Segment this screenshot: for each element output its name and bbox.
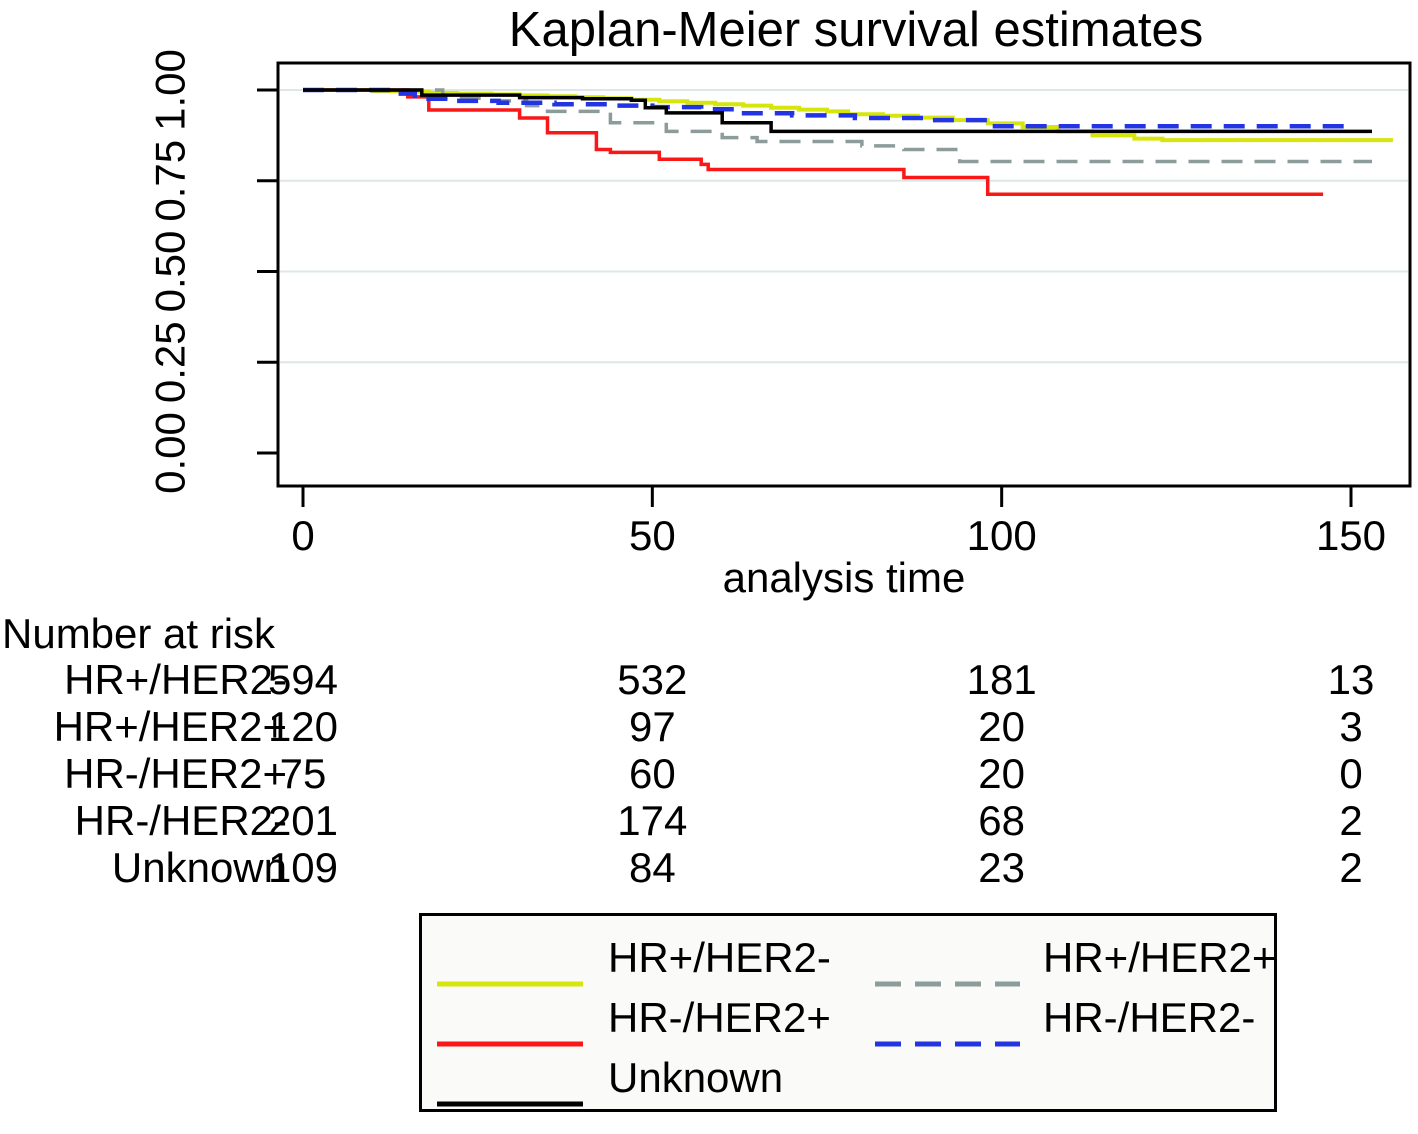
risk-row-label: Unknown: [111, 844, 287, 891]
legend-label: HR+/HER2-: [608, 934, 831, 981]
risk-value: 532: [617, 656, 688, 703]
risk-row-HR-/HER2+: HR-/HER2+ 75 60 20 0: [0, 750, 1418, 797]
x-tick-label: 0: [291, 512, 314, 559]
risk-row-label: HR+/HER2-: [64, 656, 287, 703]
y-tick-label: 0.25: [147, 321, 194, 403]
risk-value: 174: [617, 797, 688, 844]
legend-line-sample: [437, 1014, 583, 1074]
x-tick-label: 150: [1316, 512, 1386, 559]
risk-value: 201: [267, 797, 339, 844]
risk-row-label: HR+/HER2+: [53, 703, 287, 750]
legend-label: HR-/HER2-: [1043, 994, 1256, 1041]
risk-row-label: HR-/HER2-: [74, 797, 287, 844]
legend-box: HR+/HER2- HR+/HER2+ HR-/HER2+ HR-/HER2- Unkn…: [419, 913, 1277, 1112]
plot-border: [276, 61, 1412, 488]
x-tick-label: 50: [629, 512, 676, 559]
risk-value: 20: [978, 750, 1026, 797]
legend-item-Unknown: Unknown: [422, 1048, 1277, 1108]
y-tick-label: 0.75: [147, 140, 194, 222]
risk-value: 594: [267, 656, 339, 703]
legend-item-HR+/HER2+: HR+/HER2+: [422, 928, 1277, 988]
risk-value: 2: [1339, 844, 1363, 891]
risk-row-HR+/HER2+: HR+/HER2+ 120 97 20 3: [0, 703, 1418, 750]
risk-row-label: HR-/HER2+: [64, 750, 287, 797]
legend-line-sample: [437, 1074, 583, 1134]
y-tick-label: 0.00: [147, 412, 194, 494]
legend-line-sample: [875, 1014, 1020, 1074]
legend-item-HR-/HER2+: HR-/HER2+: [422, 988, 1277, 1048]
survival-plot: 0.00 0.25 0.50 0.75 1.00 0 50 100 150 analysis ti…: [147, 49, 1412, 601]
risk-value: 84: [628, 844, 676, 891]
risk-table-header: Number at risk: [2, 610, 276, 657]
legend-label: Unknown: [608, 1054, 784, 1101]
risk-value: 20: [978, 703, 1026, 750]
x-axis-label: analysis time: [723, 554, 966, 601]
risk-value: 13: [1327, 656, 1375, 703]
series-line-Unknown: [303, 88, 1372, 134]
series-line-HR+/HER2+: [303, 88, 1372, 164]
risk-value: 2: [1339, 797, 1363, 844]
risk-value: 68: [978, 797, 1026, 844]
legend-line-sample: [437, 954, 583, 1014]
risk-value: 3: [1339, 703, 1363, 750]
y-tick-label: 1.00: [147, 49, 194, 131]
legend-line-sample: [875, 954, 1020, 1014]
risk-value: 0: [1339, 750, 1363, 797]
legend-item-HR+/HER2-: HR+/HER2-: [422, 928, 1277, 988]
risk-row-HR+/HER2-: HR+/HER2- 594 532 181 13: [0, 656, 1418, 703]
risk-value: 181: [966, 656, 1037, 703]
legend-item-HR-/HER2-: HR-/HER2-: [422, 988, 1277, 1048]
risk-value: 75: [279, 750, 327, 797]
series-line-HR-/HER2+: [303, 88, 1324, 196]
risk-value: 23: [978, 844, 1026, 891]
risk-row-Unknown: Unknown 109 84 23 2: [0, 844, 1418, 891]
legend-label: HR-/HER2+: [608, 994, 831, 1041]
risk-value: 120: [267, 703, 339, 750]
legend-label: HR+/HER2+: [1043, 934, 1277, 981]
risk-value: 109: [267, 844, 339, 891]
risk-value: 97: [628, 703, 676, 750]
chart-title: Kaplan-Meier survival estimates: [508, 3, 1204, 57]
risk-value: 60: [628, 750, 676, 797]
x-tick-label: 100: [967, 512, 1037, 559]
risk-row-HR-/HER2-: HR-/HER2- 201 174 68 2: [0, 797, 1418, 844]
y-tick-label: 0.50: [147, 231, 194, 313]
